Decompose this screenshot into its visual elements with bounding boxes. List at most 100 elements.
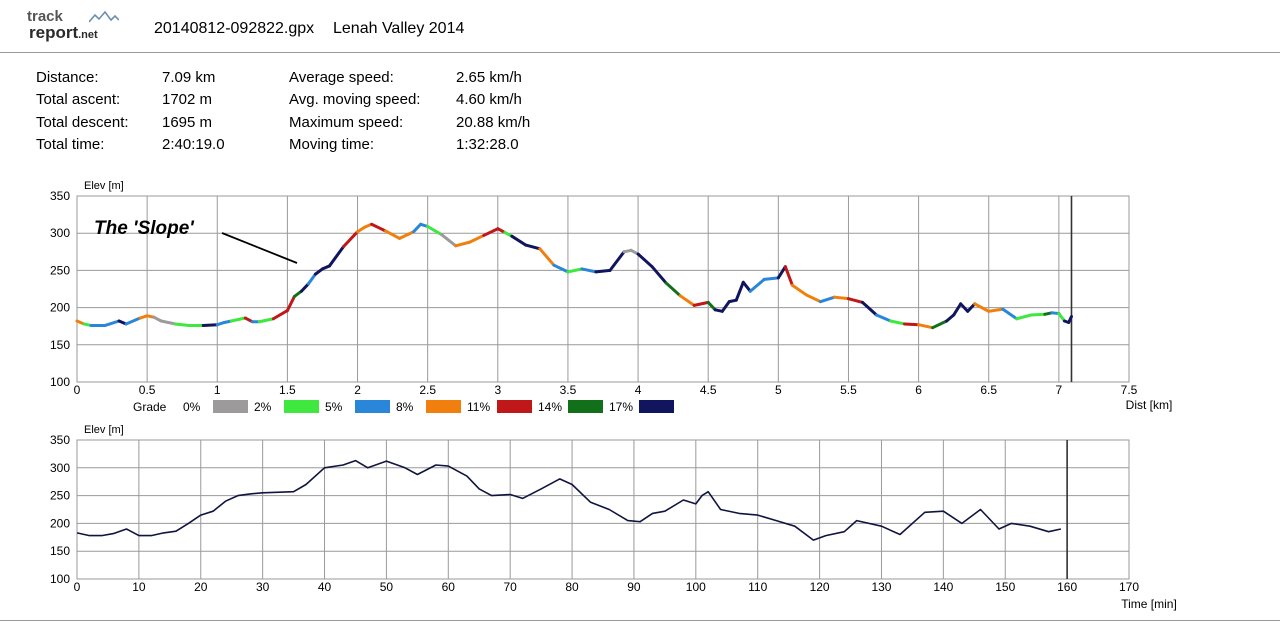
elevation-grade-segment (741, 280, 752, 293)
time-y-tick-label: 100 (50, 572, 70, 586)
max-speed-value: 20.88 km/h (456, 114, 531, 131)
dist-y-tick-label: 150 (50, 338, 70, 352)
elevation-grade-segment (931, 319, 949, 330)
elevation-grade-segment (748, 277, 766, 293)
dist-x-tick-label: 6.5 (980, 383, 997, 397)
total-time-label: Total time: (36, 136, 105, 153)
time-x-tick-label: 170 (1119, 580, 1139, 594)
logo-track-text: track (27, 8, 63, 25)
elevation-grade-segment (608, 250, 626, 272)
descent-value: 1695 m (162, 114, 213, 131)
time-x-tick-label: 10 (132, 580, 146, 594)
time-x-tick-label: 20 (194, 580, 208, 594)
total-time-value: 2:40:19.0 (162, 136, 225, 153)
elevation-grade-segment (650, 265, 668, 285)
time-x-tick-label: 90 (627, 580, 641, 594)
elevation-grade-segment (1029, 312, 1047, 317)
logo-report-text: report.net (29, 23, 98, 42)
elevation-time-line (76, 459, 1062, 541)
elevation-grade-segment (1067, 315, 1073, 324)
elevation-grade-segment (952, 302, 963, 317)
elevation-grade-segment (201, 323, 219, 327)
elevation-grade-segment (299, 282, 310, 293)
time-y-tick-label: 300 (50, 461, 70, 475)
grade-legend-swatch (284, 400, 319, 413)
elevation-grade-segment (285, 294, 296, 313)
header-bar: track report.net 20140812-092822.gpx Len… (0, 0, 1280, 53)
elevation-grade-segment (860, 300, 879, 317)
elevation-grade-segment (524, 243, 542, 251)
elevation-grade-segment (482, 227, 500, 237)
grade-legend-label: 2% (254, 400, 272, 414)
elevation-grade-segment (468, 233, 486, 244)
elevation-grade-segment (510, 234, 528, 247)
elevation-grade-segment (636, 252, 654, 269)
elevation-grade-segment (103, 319, 121, 327)
elevation-grade-segment (538, 247, 556, 267)
footer-divider (0, 620, 1280, 621)
time-x-tick-label: 40 (318, 580, 332, 594)
elevation-grade-segment (692, 300, 710, 307)
elevation-grade-segment (987, 307, 1005, 313)
time-x-tick-label: 60 (442, 580, 456, 594)
max-speed-label: Maximum speed: (289, 114, 404, 131)
avg-moving-speed-value: 4.60 km/h (456, 91, 522, 108)
time-x-tick-label: 110 (748, 580, 767, 594)
time-y-tick-label: 150 (50, 544, 70, 558)
elevation-grade-segment (678, 294, 696, 307)
dist-y-tick-label: 100 (50, 375, 70, 389)
grade-legend-swatch (426, 400, 461, 413)
time-x-tick-label: 70 (503, 580, 517, 594)
elevation-grade-segment (159, 319, 177, 326)
trackreport-logo[interactable]: track report.net (27, 8, 119, 46)
grade-legend-swatch (497, 400, 532, 413)
elevation-grade-segment (706, 300, 717, 312)
dist-elevation-chart: 0 0.5 1 1.5 2 2.5 3 3.5 4 4.5 5 5.5 6 6.5 7 7.5 100 150 20… (50, 180, 1172, 414)
grade-legend-swatch (568, 400, 603, 413)
elevation-grade-segment (173, 322, 191, 327)
moving-time-label: Moving time: (289, 136, 375, 153)
elevation-grade-segment (229, 316, 247, 323)
elevation-grade-segment (580, 267, 598, 274)
time-y-tick-label: 250 (50, 489, 70, 503)
time-x-tick-label: 120 (810, 580, 830, 594)
elevation-grade-segment (552, 263, 570, 274)
moving-time-value: 1:32:28.0 (456, 136, 519, 153)
elevation-grade-segment (384, 229, 402, 240)
dist-y-tick-label: 300 (50, 226, 70, 240)
elevation-grade-segment (903, 322, 921, 327)
dist-x-tick-label: 5.5 (840, 383, 857, 397)
distance-label: Distance: (36, 69, 99, 86)
time-x-axis-label: Time [min] (1121, 597, 1177, 611)
dist-x-axis-label: Dist [km] (1126, 398, 1173, 412)
elevation-grade-segment (1001, 307, 1019, 321)
grade-legend-swatch (213, 400, 248, 413)
slope-annotation-pointer (221, 232, 298, 264)
elevation-grade-segment (734, 280, 745, 302)
dist-y-tick-label: 250 (50, 263, 70, 277)
elevation-grade-segment (454, 240, 472, 248)
dist-x-tick-label: 7.5 (1121, 383, 1138, 397)
elevation-grade-segment (398, 230, 416, 240)
dist-x-tick-label: 3 (494, 383, 501, 397)
elevation-grade-segment (846, 297, 864, 304)
time-x-tick-label: 30 (256, 580, 270, 594)
dist-plot-frame (76, 195, 1130, 383)
dist-x-tick-label: 6 (915, 383, 922, 397)
elevation-grade-segment (804, 293, 822, 304)
dist-x-tick-label: 2.5 (419, 383, 436, 397)
time-x-tick-label: 160 (1057, 580, 1077, 594)
dist-x-tick-label: 7 (1056, 383, 1063, 397)
elevation-grade-segment (762, 276, 780, 281)
dist-x-tick-label: 1 (214, 383, 221, 397)
avg-moving-speed-label: Avg. moving speed: (289, 91, 421, 108)
time-x-tick-label: 50 (380, 580, 394, 594)
time-plot-frame (76, 439, 1130, 580)
time-x-tick-label: 140 (933, 580, 953, 594)
avg-speed-label: Average speed: (289, 69, 394, 86)
grade-legend-label: 5% (325, 400, 343, 414)
avg-speed-value: 2.65 km/h (456, 69, 522, 86)
elevation-grade-segment (945, 313, 956, 323)
time-y-tick-label: 200 (50, 516, 70, 530)
